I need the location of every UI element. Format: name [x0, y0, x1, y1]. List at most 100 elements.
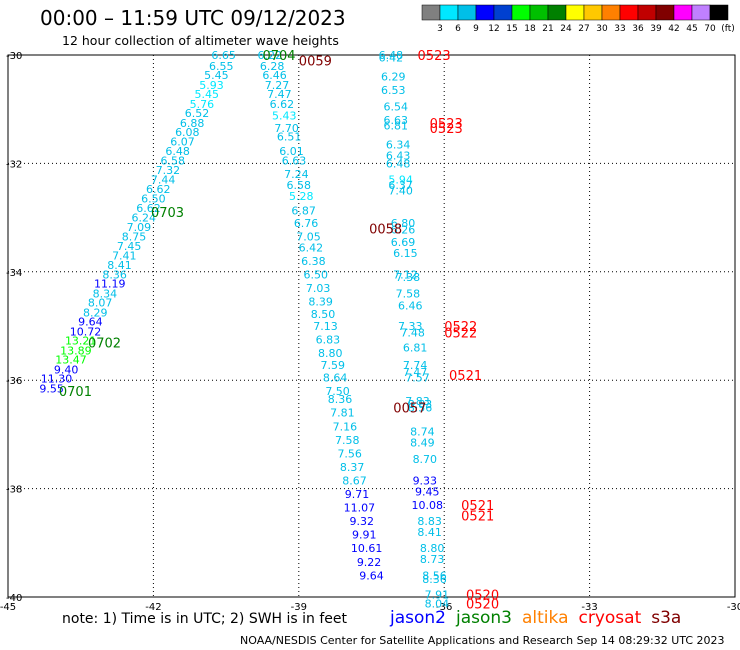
- wave-height-point: 7.40: [388, 185, 413, 198]
- wave-height-point: 7.24: [284, 168, 309, 181]
- wave-height-point: 9.45: [415, 485, 440, 498]
- wave-height-point: 8.80: [420, 542, 445, 555]
- wave-height-point: 6.01: [279, 145, 304, 158]
- wave-height-point: 7.47: [403, 366, 428, 379]
- wave-height-point: 5.94: [388, 174, 413, 187]
- wave-height-point: 8.73: [420, 553, 445, 566]
- wave-height-point: 8.56: [408, 401, 433, 414]
- wave-height-point: 7.91: [425, 588, 450, 601]
- wave-height-point: 7.81: [330, 407, 355, 420]
- y-tick-label: -30: [6, 51, 22, 62]
- satellite-legend-altika: altika: [522, 608, 569, 628]
- chart-title: 00:00 – 11:59 UTC 09/12/2023: [40, 6, 346, 30]
- wave-height-point: 8.36: [328, 393, 353, 406]
- wave-height-point: 5.43: [272, 110, 297, 123]
- pass-time-label: 0704: [262, 49, 295, 64]
- pass-time-label: 0703: [151, 206, 184, 221]
- wave-height-point: 7.47: [267, 88, 292, 101]
- wave-height-point: 6.81: [383, 119, 408, 132]
- wave-height-point: 8.80: [318, 347, 343, 360]
- wave-height-point: 6.80: [391, 217, 416, 230]
- colorbar-swatch: [601, 4, 621, 21]
- wave-height-point: 6.50: [304, 269, 329, 282]
- colorbar-swatch: [655, 4, 675, 21]
- wave-height-point: 6.81: [403, 342, 428, 355]
- wave-height-point: 6.29: [381, 71, 406, 84]
- wave-height-point: 6.87: [291, 205, 316, 218]
- wave-height-point: 7.58: [396, 287, 421, 300]
- colorbar-label: 6: [455, 24, 461, 34]
- wave-height-point: 11.07: [344, 502, 376, 515]
- wave-height-point: 7.56: [337, 447, 362, 460]
- colorbar-swatch: [511, 4, 531, 21]
- colorbar-swatch: [619, 4, 639, 21]
- pass-time-label: 0523: [430, 117, 463, 132]
- wave-height-point: 6.43: [386, 149, 411, 162]
- wave-height-point: 8.37: [340, 461, 365, 474]
- wave-height-point: 8.04: [425, 598, 450, 611]
- wave-height-point: 6.54: [383, 100, 408, 113]
- wave-height-point: 6.62: [270, 98, 295, 111]
- colorbar-label: 39: [650, 24, 662, 34]
- wave-height-point: 8.34: [93, 287, 118, 300]
- wave-height-point: 10.08: [411, 499, 443, 512]
- satellite-legend-jason2: jason2: [390, 608, 446, 628]
- wave-height-point: 6.69: [391, 236, 416, 249]
- wave-height-point: 6.38: [301, 255, 326, 268]
- wave-height-point: 6.48: [386, 157, 411, 170]
- colorbar-swatch: [583, 4, 603, 21]
- wave-height-point: 5.28: [289, 190, 314, 203]
- wave-height-point: 11.19: [94, 278, 126, 291]
- y-tick-label: -32: [6, 159, 22, 170]
- wave-height-point: 13.47: [55, 354, 87, 367]
- wave-height-point: 8.70: [413, 453, 438, 466]
- wave-height-point: 6.42: [299, 241, 324, 254]
- pass-time-label: 0520: [466, 598, 499, 613]
- colorbar-label: (ft): [721, 24, 735, 34]
- wave-height-point: 6.58: [161, 155, 186, 168]
- wave-height-point: 6.62: [136, 202, 161, 215]
- x-tick-label: -39: [291, 602, 307, 613]
- wave-height-point: 5.45: [204, 69, 229, 82]
- colorbar-label: 42: [668, 24, 679, 34]
- wave-height-point: 8.41: [107, 259, 132, 272]
- pass-time-label: 0523: [418, 49, 451, 64]
- wave-height-point: 7.16: [333, 420, 358, 433]
- wave-height-point: 6.22: [257, 49, 282, 62]
- wave-height-point: 7.38: [396, 271, 421, 284]
- wave-height-point: 6.63: [383, 114, 408, 127]
- wave-height-point: 7.13: [313, 320, 338, 333]
- wave-height-point: 7.48: [400, 327, 425, 340]
- wave-height-point: 7.03: [306, 282, 331, 295]
- x-tick-label: -30: [727, 602, 740, 613]
- pass-time-label: 0701: [59, 385, 92, 400]
- colorbar-label: 15: [506, 24, 517, 34]
- wave-height-point: 6.76: [294, 217, 319, 230]
- wave-height-point: 8.41: [417, 526, 442, 539]
- wave-height-point: 8.75: [122, 231, 147, 244]
- wave-height-point: 10.72: [70, 325, 102, 338]
- chart-subtitle: 12 hour collection of altimeter wave hei…: [62, 33, 339, 48]
- wave-height-point: 6.15: [393, 247, 418, 260]
- wave-height-point: 6.52: [185, 107, 210, 120]
- wave-height-point: 8.39: [308, 296, 333, 309]
- wave-height-point: 6.63: [282, 155, 307, 168]
- wave-height-point: 8.50: [311, 308, 336, 321]
- wave-height-point: 9.55: [39, 382, 64, 395]
- wave-height-point: 8.83: [408, 398, 433, 411]
- wave-height-point: 8.49: [410, 437, 435, 450]
- colorbar-swatch: [421, 4, 441, 21]
- wave-height-point: 6.34: [386, 138, 411, 151]
- pass-time-label: 0702: [88, 336, 121, 351]
- wave-height-point: 7.33: [398, 320, 423, 333]
- wave-height-point: 6.48: [379, 49, 404, 62]
- wave-height-point: 6.88: [180, 117, 205, 130]
- wave-height-point: 8.36: [422, 573, 447, 586]
- pass-time-label: 0521: [461, 510, 494, 525]
- wave-height-point: 7.45: [117, 240, 142, 253]
- wave-height-point: 7.57: [405, 371, 430, 384]
- wave-height-point: 7.05: [296, 231, 321, 244]
- pass-time-label: 0057: [393, 401, 426, 416]
- wave-height-point: 9.22: [357, 556, 382, 569]
- wave-height-point: 6.62: [146, 183, 171, 196]
